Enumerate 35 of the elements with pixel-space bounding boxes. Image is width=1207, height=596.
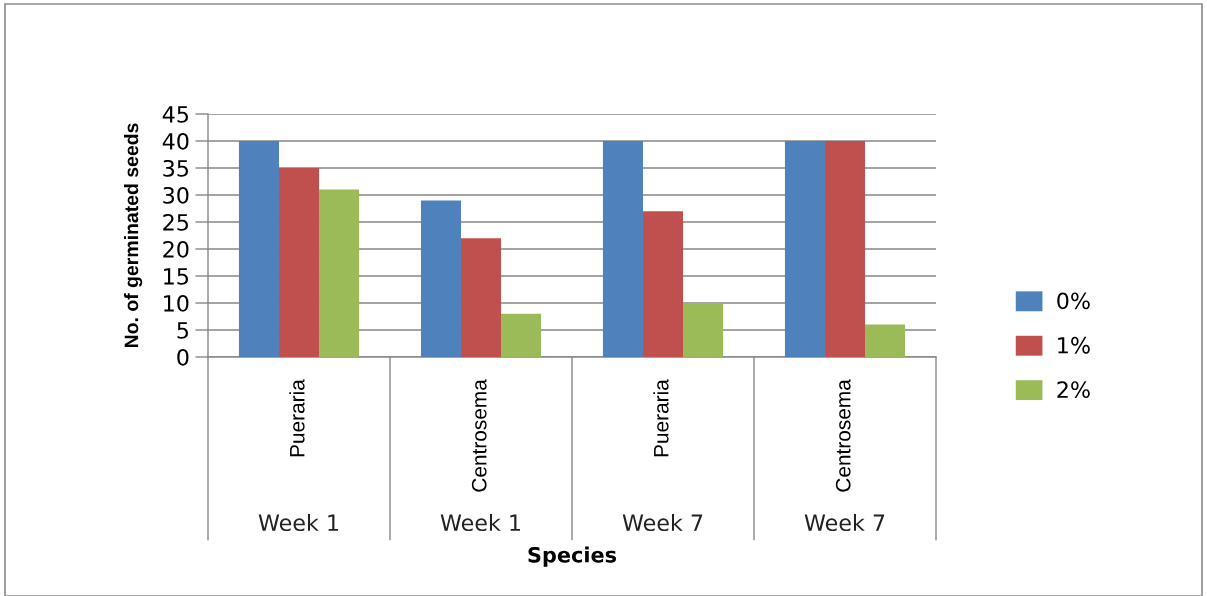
bar	[683, 303, 724, 357]
y-tick-label: 0	[177, 348, 189, 366]
y-tick-label: 10	[164, 294, 189, 312]
y-tick-label: 30	[163, 186, 189, 204]
bar	[238, 141, 279, 357]
bar	[460, 238, 502, 357]
y-tick-label: 25	[163, 213, 188, 231]
bar	[642, 211, 684, 357]
x-tick-label: Centrosema	[471, 379, 487, 492]
y-tick-label: 15	[164, 268, 188, 285]
bar	[602, 141, 643, 357]
bar	[865, 324, 906, 357]
bar	[824, 141, 866, 357]
bar	[784, 141, 825, 357]
text: Week 7	[622, 513, 703, 532]
text: Week 1	[440, 513, 520, 532]
text: Week 7	[804, 513, 885, 532]
y-tick-label: 35	[163, 159, 188, 177]
text: Week 1	[258, 513, 338, 532]
bar	[278, 168, 320, 357]
x-tick-label: Pueraria	[289, 379, 305, 457]
x-tick-label: Centrosema	[835, 379, 851, 492]
y-tick-label: 20	[163, 240, 189, 258]
y-axis-title: No. of germinated seeds	[124, 123, 143, 348]
legend-label: 2%	[1057, 381, 1090, 399]
y-tick-label: 45	[162, 106, 188, 123]
bar	[319, 189, 360, 357]
x-tick-label: Pueraria	[653, 379, 669, 457]
legend-label: 0%	[1057, 292, 1090, 310]
x-axis-title: Species	[528, 546, 617, 567]
y-tick-label: 40	[162, 132, 189, 150]
bar	[420, 200, 461, 357]
bar	[501, 313, 542, 357]
legend-label: 1%	[1058, 336, 1090, 354]
y-tick-label: 5	[177, 322, 188, 339]
